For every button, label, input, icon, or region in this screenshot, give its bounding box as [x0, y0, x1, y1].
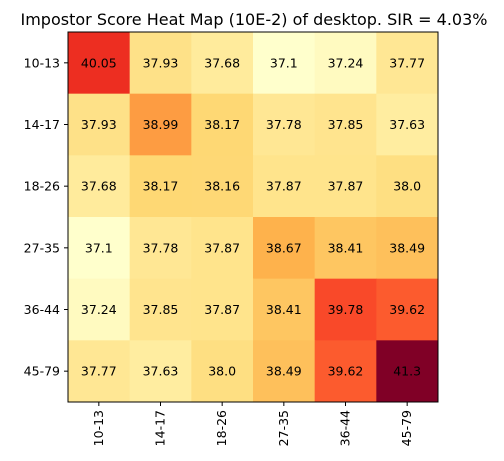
cell-value-label: 38.49: [389, 240, 425, 255]
plot-frame: [67, 31, 439, 403]
x-tick-label: 45-79: [399, 410, 414, 446]
y-tick-label: 18-26: [24, 179, 60, 194]
heatmap-cell-labels: 40.05 37.93 37.68 37.1 37.24 37.77 37.93 38.99 3…: [81, 55, 425, 378]
heatmap-cell: [68, 155, 131, 218]
cell-value-label: 40.05: [81, 55, 117, 70]
heatmap-cell: [191, 32, 254, 95]
heatmap-cell: [314, 217, 377, 280]
y-tick-label: 36-44: [24, 302, 60, 317]
y-axis: 10-13 14-17 18-26 27-35 36-44 45-79: [24, 55, 68, 379]
chart-title: Impostor Score Heat Map (10E-2) of deskt…: [21, 10, 488, 29]
heatmap-cell: [129, 278, 192, 341]
heatmap-cell: [191, 155, 254, 218]
cell-value-label: 38.49: [266, 364, 302, 379]
heatmap-cells: [67, 31, 439, 403]
x-tick-label: 14-17: [153, 410, 168, 446]
cell-value-label: 38.16: [204, 179, 240, 194]
y-tick-label: 14-17: [24, 117, 60, 132]
heatmap-cell: [129, 93, 192, 156]
cell-value-label: 39.62: [389, 302, 425, 317]
cell-value-label: 39.62: [328, 364, 364, 379]
cell-value-label: 38.41: [328, 240, 364, 255]
cell-value-label: 37.78: [143, 240, 179, 255]
cell-value-label: 38.17: [143, 179, 179, 194]
cell-value-label: 37.24: [328, 55, 364, 70]
cell-value-label: 38.0: [208, 364, 236, 379]
heatmap-cell: [191, 340, 254, 403]
heatmap-cell: [191, 278, 254, 341]
cell-value-label: 37.68: [81, 179, 117, 194]
cell-value-label: 37.93: [81, 117, 117, 132]
cell-value-label: 37.63: [143, 364, 179, 379]
cell-value-label: 37.24: [81, 302, 117, 317]
heatmap-cell: [376, 32, 439, 95]
heatmap-cell: [314, 278, 377, 341]
cell-value-label: 39.78: [328, 302, 364, 317]
y-tick-label: 27-35: [24, 240, 60, 255]
heatmap-cell: [253, 278, 316, 341]
heatmap-cell: [129, 340, 192, 403]
heatmap-cell: [68, 93, 131, 156]
heatmap-cell: [376, 340, 439, 403]
heatmap-cell: [68, 32, 131, 95]
heatmap-cell: [376, 278, 439, 341]
cell-value-label: 37.68: [204, 55, 240, 70]
cell-value-label: 38.99: [143, 117, 179, 132]
x-axis: 10-13 14-17 18-26 27-35 36-44 45-79: [91, 402, 414, 446]
cell-value-label: 37.77: [81, 364, 117, 379]
cell-value-label: 37.87: [204, 240, 240, 255]
cell-value-label: 37.87: [328, 179, 364, 194]
cell-value-label: 38.0: [393, 179, 421, 194]
heatmap-cell: [253, 340, 316, 403]
heatmap-cell: [68, 278, 131, 341]
heatmap-cell: [314, 32, 377, 95]
cell-value-label: 38.41: [266, 302, 302, 317]
heatmap-cell: [253, 93, 316, 156]
cell-value-label: 37.1: [85, 240, 113, 255]
heatmap-cell: [314, 155, 377, 218]
heatmap-cell: [253, 32, 316, 95]
heatmap-cell: [129, 155, 192, 218]
x-tick-label: 18-26: [214, 410, 229, 446]
heatmap-cell: [129, 217, 192, 280]
cell-value-label: 41.3: [393, 364, 421, 379]
heatmap-cell: [314, 340, 377, 403]
cell-value-label: 37.63: [389, 117, 425, 132]
y-tick-label: 10-13: [24, 55, 60, 70]
cell-value-label: 38.67: [266, 240, 302, 255]
heatmap-cell: [191, 217, 254, 280]
cell-value-label: 37.85: [143, 302, 179, 317]
x-tick-label: 10-13: [91, 410, 106, 446]
cell-value-label: 37.87: [266, 179, 302, 194]
x-tick-label: 27-35: [276, 410, 291, 446]
cell-value-label: 38.17: [204, 117, 240, 132]
cell-value-label: 37.87: [204, 302, 240, 317]
cell-value-label: 37.1: [270, 55, 298, 70]
heatmap-cell: [376, 217, 439, 280]
heatmap-cell: [191, 93, 254, 156]
heatmap-cell: [376, 93, 439, 156]
x-tick-label: 36-44: [338, 410, 353, 446]
y-tick-label: 45-79: [24, 364, 60, 379]
cell-value-label: 37.77: [389, 55, 425, 70]
heatmap-cell: [314, 93, 377, 156]
heatmap-cell: [68, 217, 131, 280]
cell-value-label: 37.85: [328, 117, 364, 132]
heatmap-cell: [376, 155, 439, 218]
heatmap-cell: [253, 217, 316, 280]
cell-value-label: 37.93: [143, 55, 179, 70]
heatmap-cell: [253, 155, 316, 218]
heatmap-cell: [129, 32, 192, 95]
heatmap-cell: [68, 340, 131, 403]
cell-value-label: 37.78: [266, 117, 302, 132]
